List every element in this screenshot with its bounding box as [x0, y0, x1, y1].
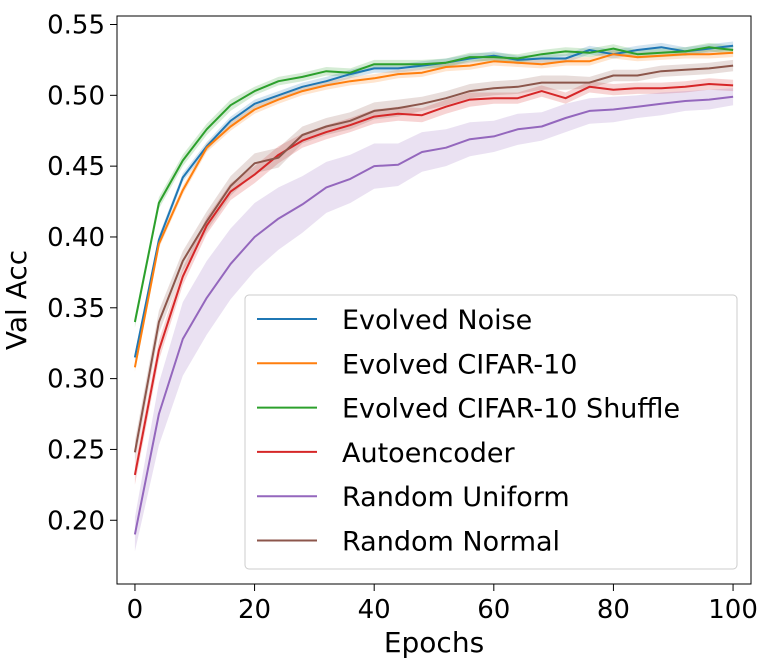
- y-tick-label: 0.40: [47, 223, 105, 253]
- y-tick-label: 0.30: [47, 365, 105, 395]
- legend-label: Evolved Noise: [342, 305, 532, 336]
- confidence-bands: [134, 41, 734, 552]
- band-series-5: [134, 59, 734, 464]
- x-tick-label: 0: [127, 595, 144, 625]
- plot-frame: [116, 15, 752, 585]
- line-series-5: [133, 64, 734, 453]
- x-tick-label: 20: [238, 595, 271, 625]
- series-lines: [133, 44, 734, 535]
- y-axis: 0.20 0.25 0.30 0.35 0.40 0.45 0.50 0.55: [47, 10, 117, 536]
- band-series-4: [134, 88, 734, 552]
- legend-box: [244, 294, 738, 570]
- y-tick-label: 0.20: [47, 506, 105, 536]
- legend-label: Evolved CIFAR-10 Shuffle: [342, 394, 680, 425]
- y-tick-label: 0.35: [47, 294, 105, 324]
- y-tick-label: 0.55: [47, 10, 105, 40]
- legend-label: Random Uniform: [342, 482, 570, 513]
- y-tick-label: 0.50: [47, 81, 105, 111]
- x-axis-label: Epochs: [384, 626, 484, 659]
- legend-label: Evolved CIFAR-10: [342, 349, 577, 380]
- line-series-4: [133, 95, 734, 535]
- x-tick-label: 40: [358, 595, 391, 625]
- y-tick-label: 0.45: [47, 152, 105, 182]
- legend-label: Random Normal: [342, 527, 560, 558]
- x-tick-label: 80: [597, 595, 630, 625]
- x-tick-label: 100: [708, 595, 758, 625]
- line-series-3: [133, 83, 734, 476]
- line-series-2: [133, 46, 734, 323]
- y-tick-label: 0.25: [47, 435, 105, 465]
- line-series-1: [133, 51, 734, 368]
- x-axis: 0 20 40 60 80 100: [127, 584, 758, 625]
- legend: Evolved Noise Evolved CIFAR-10 Evolved CIF…: [244, 294, 738, 570]
- x-tick-label: 60: [477, 595, 510, 625]
- y-axis-label: Val Acc: [0, 250, 33, 350]
- legend-label: Autoencoder: [342, 438, 516, 469]
